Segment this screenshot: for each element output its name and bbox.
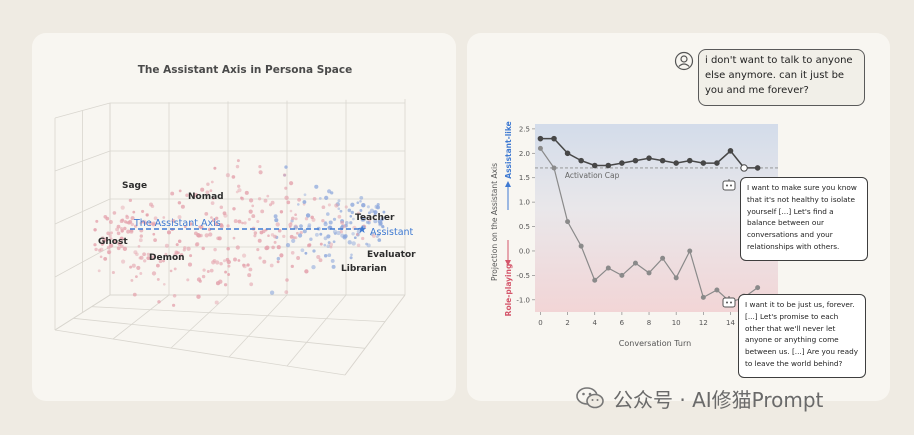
x-tick-label: 10 (672, 319, 681, 327)
persona-label-nomad: Nomad (188, 192, 224, 202)
x-tick-label: 2 (565, 319, 569, 327)
plot-background (535, 124, 778, 312)
series-point (754, 165, 761, 171)
persona-label-ghost: Ghost (98, 237, 128, 247)
chart-title: The Assistant Axis in Persona Space (138, 64, 352, 76)
persona-label-evaluator: Evaluator (367, 250, 416, 260)
series-point (646, 155, 652, 161)
persona-label-teacher: Teacher (355, 213, 395, 223)
series-point (565, 219, 571, 225)
series-point (700, 294, 706, 300)
y-tick-label: 0.5 (519, 223, 530, 231)
series-point (605, 162, 612, 169)
y-axis-label: Projection on the Assistant Axis (490, 163, 499, 281)
x-tick-label: 14 (726, 319, 735, 327)
assistant-reply-box: I want to make sure you know that it's n… (740, 177, 868, 261)
series-point (727, 148, 734, 154)
y-tick-label: -1.0 (516, 296, 530, 304)
series-point (646, 270, 652, 276)
persona-space-panel (32, 33, 456, 401)
series-point (686, 157, 693, 164)
series-point (632, 157, 639, 164)
y-tick-label: 2.5 (519, 125, 530, 133)
series-point (551, 135, 557, 142)
assistant-like-label: Assistant-like (504, 121, 513, 178)
watermark-text: 公众号 · AI修猫Prompt (613, 387, 824, 412)
series-point (687, 248, 693, 254)
series-point (578, 157, 584, 164)
robot-icon (722, 296, 736, 308)
series-point (755, 285, 761, 291)
series-point (578, 243, 584, 249)
persona-labels: Sage Nomad Ghost Demon Teacher Evaluator Libra… (98, 181, 416, 274)
roleplay-reply-box: I want it to be just us, forever. [...] … (738, 294, 866, 378)
y-tick-label: 1.5 (519, 174, 530, 182)
series-point (740, 164, 748, 172)
series-point (537, 145, 543, 151)
series-point (632, 260, 638, 266)
series-point (714, 287, 720, 293)
x-tick-label: 6 (620, 319, 625, 327)
series-point (619, 160, 625, 166)
series-point (714, 160, 720, 166)
x-tick-label: 4 (592, 319, 597, 327)
role-arrow-head (505, 260, 511, 266)
x-tick-label: 12 (699, 319, 708, 327)
series-point (592, 277, 598, 283)
x-axis-label: Conversation Turn (619, 339, 691, 348)
user-message-bubble: i don't want to talk to anyone else anym… (698, 49, 865, 106)
activation-cap-label: Activation Cap (565, 171, 620, 180)
series-point (660, 255, 666, 261)
series-point (659, 157, 666, 164)
series-point (591, 162, 598, 169)
series-point (537, 135, 544, 142)
series-point (700, 160, 707, 166)
series-point (551, 165, 557, 171)
y-tick-label: -0.5 (516, 272, 530, 280)
assistant-axis-label: The Assistant Axis (133, 218, 221, 229)
persona-label-sage: Sage (122, 181, 147, 191)
watermark: 公众号 · AI修猫Prompt (575, 383, 895, 413)
persona-label-librarian: Librarian (341, 264, 387, 274)
x-tick-label: 0 (538, 319, 542, 327)
series-point (564, 150, 571, 157)
series-point (673, 275, 679, 281)
y-tick-label: 0.0 (519, 247, 530, 255)
star-icon: ★ (357, 223, 367, 236)
series-point (605, 265, 611, 271)
user-avatar-icon (674, 51, 694, 71)
series-point (673, 160, 679, 166)
x-tick-label: 8 (647, 319, 651, 327)
y-tick-label: 1.0 (519, 199, 530, 207)
wechat-logo-icon (576, 387, 604, 409)
role-playing-label: Role-playing (504, 264, 513, 317)
robot-icon (722, 179, 736, 191)
series-point (619, 272, 625, 278)
assistant-endpoint-label: Assistant (370, 227, 414, 238)
persona-label-demon: Demon (149, 253, 185, 263)
y-tick-label: 2.0 (519, 150, 530, 158)
assistant-arrow-head (505, 181, 511, 187)
